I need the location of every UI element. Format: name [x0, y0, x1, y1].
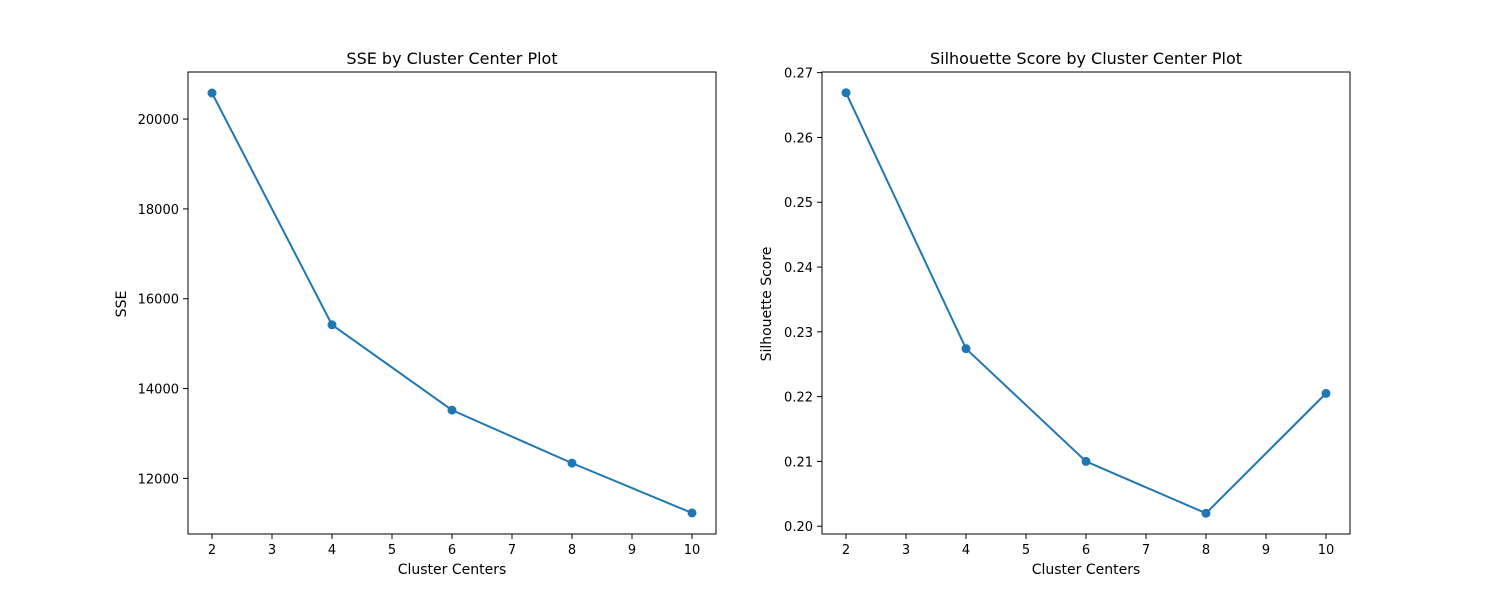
y-tick-label: 0.22: [784, 391, 813, 406]
x-tick-label: 2: [842, 543, 850, 558]
x-axis-label: Cluster Centers: [1032, 562, 1141, 578]
x-tick-label: 10: [684, 543, 701, 558]
data-point: [207, 88, 217, 98]
y-tick-label: 0.21: [784, 455, 813, 470]
x-tick-label: 2: [208, 543, 216, 558]
x-tick-label: 3: [902, 543, 910, 558]
silhouette-chart: Silhouette Score by Cluster Center Plot …: [759, 49, 1351, 578]
x-tick-label: 7: [508, 543, 516, 558]
x-tick-label: 5: [1022, 543, 1030, 558]
y-axis-label: Silhouette Score: [759, 247, 775, 362]
x-tick-label: 9: [1262, 543, 1270, 558]
data-point: [961, 344, 971, 354]
y-tick-label: 14000: [138, 383, 179, 398]
chart-title: SSE by Cluster Center Plot: [346, 49, 557, 68]
data-point: [1321, 388, 1331, 398]
data-point: [1081, 456, 1091, 466]
x-tick-label: 4: [328, 543, 336, 558]
x-axis-label: Cluster Centers: [398, 562, 507, 578]
x-tick-label: 5: [388, 543, 396, 558]
x-tick-label: 6: [1082, 543, 1090, 558]
axes-frame: [187, 71, 717, 535]
data-point: [687, 508, 697, 518]
y-tick-label: 20000: [138, 113, 179, 128]
y-tick-label: 12000: [138, 472, 179, 487]
chart-title: Silhouette Score by Cluster Center Plot: [930, 49, 1242, 68]
data-point: [1201, 508, 1211, 518]
data-point: [327, 320, 337, 330]
x-tick-label: 9: [628, 543, 636, 558]
axis-ticks: 2 3 4 5 6 7 8 9 10 12000 14000 16000 18000 20000: [138, 113, 701, 558]
y-tick-label: 0.20: [784, 520, 813, 535]
axis-ticks: 2 3 4 5 6 7 8 9 10 0.20 0.21 0.22 0.23 0.24 0.25 0.26 0.…: [784, 67, 1334, 558]
plot-marks: [841, 88, 1331, 518]
axes-frame: [821, 71, 1351, 535]
plot-marks: [207, 88, 697, 518]
y-tick-label: 0.24: [784, 261, 813, 276]
y-tick-label: 18000: [138, 203, 179, 218]
sse-chart: SSE by Cluster Center Plot Cluster Cente…: [114, 49, 717, 578]
x-tick-label: 8: [568, 543, 576, 558]
y-tick-label: 0.27: [784, 67, 813, 82]
x-tick-label: 7: [1142, 543, 1150, 558]
y-tick-label: 0.26: [784, 131, 813, 146]
data-point: [567, 458, 577, 468]
y-axis-label: SSE: [114, 291, 130, 318]
x-tick-label: 3: [268, 543, 276, 558]
y-tick-label: 0.23: [784, 326, 813, 341]
x-tick-label: 8: [1202, 543, 1210, 558]
data-point: [447, 405, 457, 415]
y-tick-label: 16000: [138, 293, 179, 308]
x-tick-label: 4: [962, 543, 970, 558]
y-tick-label: 0.25: [784, 196, 813, 211]
x-tick-label: 10: [1318, 543, 1335, 558]
x-tick-label: 6: [448, 543, 456, 558]
data-point: [841, 88, 851, 98]
